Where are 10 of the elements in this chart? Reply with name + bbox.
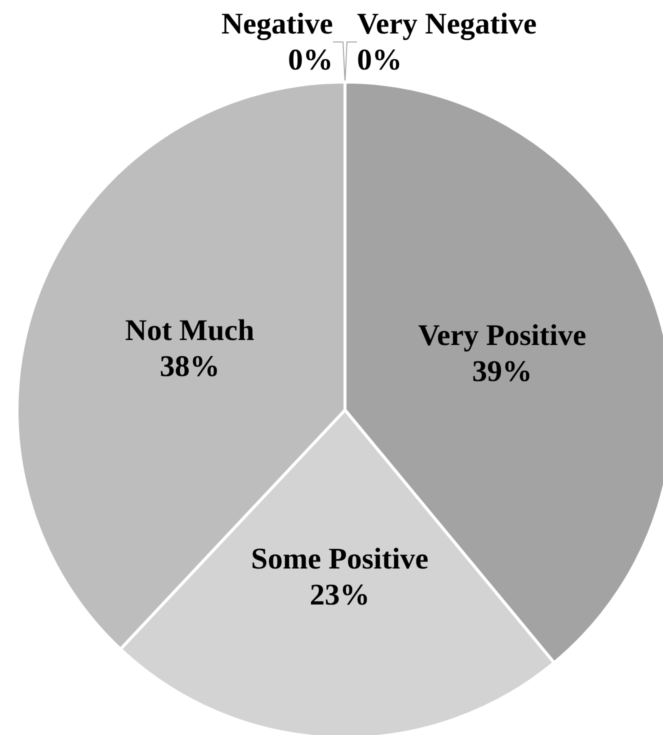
text: 0% (357, 44, 402, 76)
data-label: 39% (472, 354, 532, 388)
text: 0% (288, 44, 333, 76)
category-label: Negative (221, 8, 333, 40)
data-label: 38% (160, 350, 220, 384)
category-label: Very Negative (357, 8, 537, 40)
data-label: 23% (310, 578, 370, 612)
slice-label: Some Positive (251, 542, 428, 576)
slice-label: Not Much (125, 314, 255, 348)
slice-label: Very Positive (418, 318, 586, 352)
